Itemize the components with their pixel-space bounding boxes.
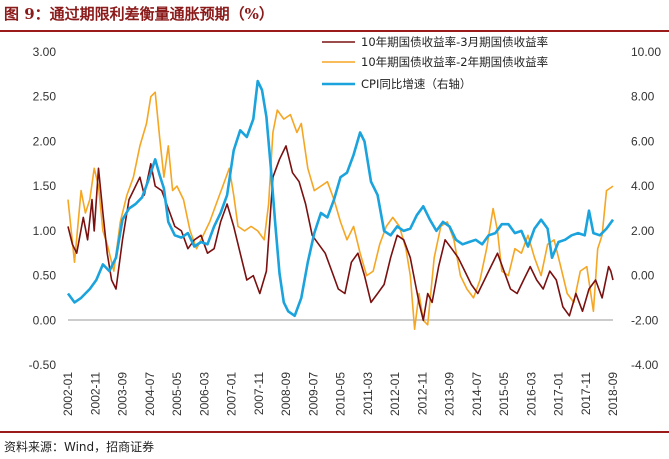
right-tick-label: 4.00 [631, 179, 655, 193]
x-tick-label: 2005-05 [170, 372, 184, 416]
x-tick-label: 2008-09 [279, 372, 293, 416]
series-line-cpi [66, 79, 615, 318]
x-tick-label: 2007-11 [252, 372, 266, 415]
legend-label: 10年期国债收益率-2年期国债收益率 [361, 55, 548, 69]
right-tick-label: 8.00 [631, 90, 655, 104]
right-tick-label: 10.00 [631, 45, 661, 59]
legend-label: CPI同比增速（右轴） [361, 77, 471, 91]
left-tick-label: 1.50 [33, 179, 57, 193]
x-tick-label: 2002-11 [88, 372, 102, 415]
left-tick-label: 2.50 [33, 90, 57, 104]
right-tick-label: -2.00 [631, 313, 659, 327]
right-axis: -4.00 -2.00 0.00 2.00 4.00 6.00 8.00 10.00 [631, 45, 661, 372]
x-tick-label: 2003-09 [116, 372, 130, 416]
x-tick-label: 2010-05 [334, 372, 348, 416]
x-tick-label: 2013-09 [443, 372, 457, 416]
left-tick-label: 0.00 [33, 313, 57, 327]
legend: 10年期国债收益率-3月期国债收益率 10年期国债收益率-2年期国债收益率 CPI同… [322, 35, 548, 91]
x-tick-label: 2015-05 [497, 372, 511, 416]
x-tick-label: 2014-07 [470, 372, 484, 416]
source-bar: 资料来源：Wind，招商证券 [0, 431, 669, 459]
right-tick-label: 6.00 [631, 134, 655, 148]
x-tick-label: 2011-03 [361, 372, 375, 415]
left-tick-label: 1.00 [33, 224, 57, 238]
right-tick-label: 2.00 [631, 224, 655, 238]
source-note: 资料来源：Wind，招商证券 [4, 440, 155, 454]
x-tick-label: 2016-03 [524, 372, 538, 416]
chart-title: 图 9：通过期限利差衡量通胀预期（%） [4, 5, 274, 23]
right-tick-label: -4.00 [631, 358, 659, 372]
title-bar: 图 9：通过期限利差衡量通胀预期（%） [0, 0, 669, 32]
x-tick-label: 2018-09 [606, 372, 620, 416]
x-tick-label: 2007-01 [225, 372, 239, 416]
left-tick-label: 0.50 [33, 269, 57, 283]
series-group [66, 79, 615, 331]
x-tick-label: 2002-01 [61, 372, 75, 416]
x-tick-label: 2012-01 [388, 372, 402, 416]
x-tick-label: 2009-07 [306, 372, 320, 416]
series-line-term-spread-2y [67, 91, 614, 331]
left-axis: -0.50 0.00 0.50 1.00 1.50 2.00 2.50 3.00 [29, 45, 57, 372]
x-tick-label: 2004-07 [143, 372, 157, 416]
series-line-term-spread-3m [67, 145, 614, 322]
x-tick-label: 2017-01 [552, 372, 566, 416]
x-tick-label: 2017-11 [579, 372, 593, 415]
x-tick-label: 2006-03 [197, 372, 211, 416]
left-tick-label: 2.00 [33, 134, 57, 148]
x-axis: 2002-01 2002-11 2003-09 2004-07 2005-05 2006-… [61, 372, 620, 416]
legend-label: 10年期国债收益率-3月期国债收益率 [361, 35, 548, 49]
right-tick-label: 0.00 [631, 269, 655, 283]
x-tick-label: 2012-11 [415, 372, 429, 415]
left-tick-label: -0.50 [29, 358, 57, 372]
left-tick-label: 3.00 [33, 45, 57, 59]
